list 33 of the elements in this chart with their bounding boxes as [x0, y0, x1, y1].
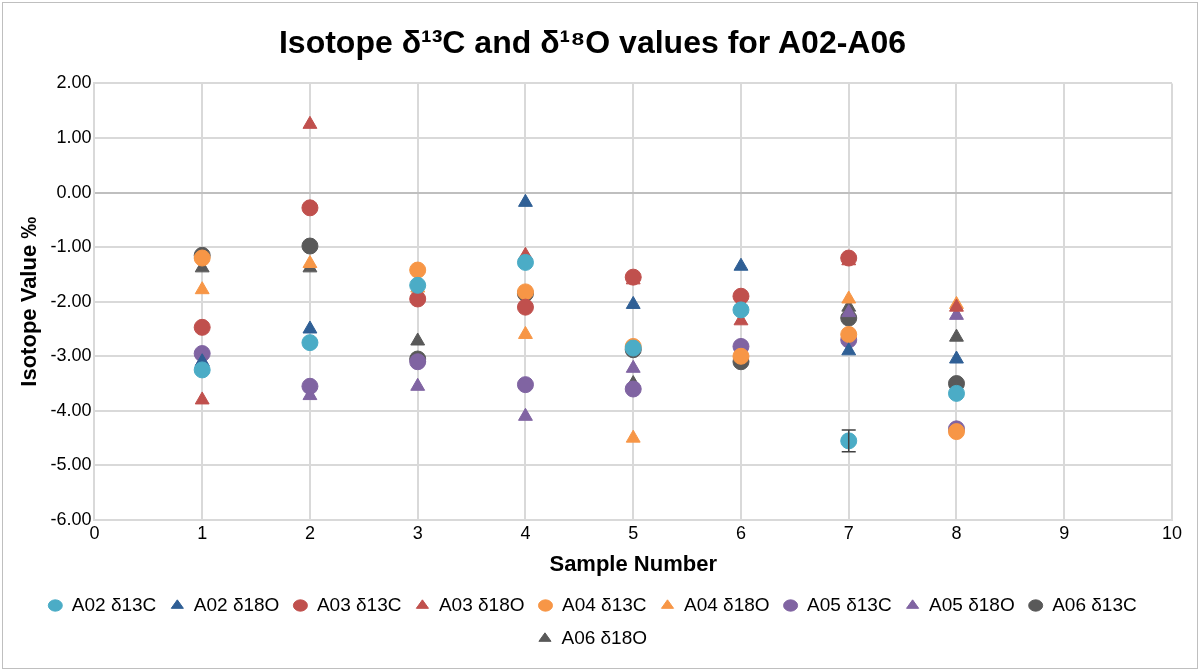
x-tick-label: 4 — [520, 522, 531, 543]
x-tick-label: 1 — [197, 522, 208, 543]
x-axis-title: Sample Number — [549, 550, 718, 576]
legend-label: A03 δ18O — [438, 593, 525, 615]
x-tick-label: 5 — [628, 522, 639, 543]
x-tick-label: 7 — [843, 522, 854, 543]
y-tick-label: 0.00 — [56, 181, 92, 202]
y-tick-label: -2.00 — [50, 290, 92, 311]
legend-label: A04 δ13C — [561, 593, 647, 615]
y-tick-label: -5.00 — [50, 454, 92, 475]
x-tick-label: 0 — [89, 522, 100, 543]
legend-label: A06 δ18O — [561, 626, 648, 648]
x-tick-label: 10 — [1161, 522, 1183, 543]
chart-title: Isotope δ¹³C and δ¹⁸O values for A02-A06 — [278, 24, 907, 61]
x-tick-label: 9 — [1059, 522, 1070, 543]
legend-label: A02 δ18O — [193, 593, 280, 615]
legend-label: A03 δ13C — [316, 593, 402, 615]
y-tick-label: -3.00 — [50, 345, 92, 366]
y-tick-label: -6.00 — [50, 508, 92, 529]
y-tick-label: -4.00 — [50, 399, 92, 420]
legend-label: A06 δ13C — [1052, 593, 1137, 615]
legend-label: A05 δ13C — [807, 593, 892, 615]
legend-label: A02 δ13C — [71, 593, 157, 615]
x-tick-label: 3 — [412, 522, 423, 543]
y-axis-title: Isotope Value ‰ — [16, 216, 42, 387]
y-tick-label: 1.00 — [56, 126, 92, 147]
x-tick-label: 2 — [304, 522, 315, 543]
y-tick-label: 2.00 — [56, 72, 92, 93]
x-tick-label: 6 — [735, 522, 746, 543]
x-tick-label: 8 — [951, 522, 962, 543]
legend-label: A04 δ18O — [684, 593, 770, 615]
legend-label: A05 δ18O — [929, 593, 1015, 615]
y-tick-label: -1.00 — [50, 236, 92, 257]
